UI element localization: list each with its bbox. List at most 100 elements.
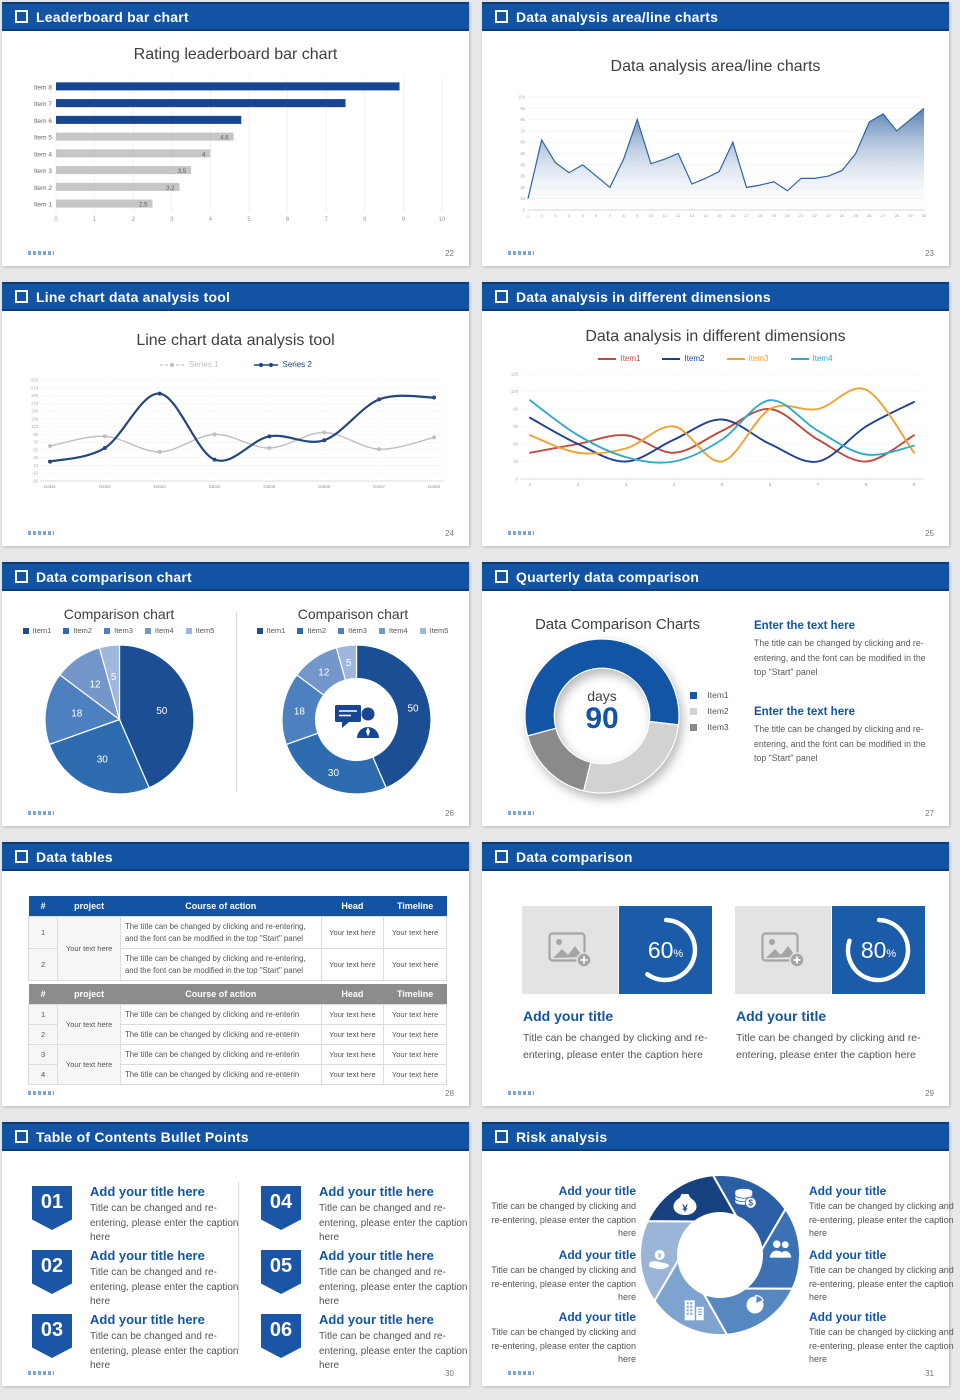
progress-percent: 80% <box>860 936 897 963</box>
legend-item1: Item1 <box>598 354 640 363</box>
project-table-blue: # project Course of action Head Timeline 1 You… <box>27 896 447 981</box>
slide-26-data-comparison-chart[interactable]: Data comparison chart Comparison chart C… <box>2 562 469 826</box>
risk-caption: Title can be changed by clicking and re-… <box>809 1201 954 1238</box>
svg-text:¥: ¥ <box>658 1253 662 1260</box>
footer-logo <box>28 1371 54 1375</box>
slide-24-line-chart-tool[interactable]: Line chart data analysis tool Line chart… <box>2 282 469 546</box>
toc-title: Add your title here <box>90 1312 205 1327</box>
risk-caption: Title can be changed by clicking and re-… <box>491 1265 636 1302</box>
svg-text:¥: ¥ <box>682 1204 688 1215</box>
svg-text:3: 3 <box>170 217 174 223</box>
svg-text:19: 19 <box>772 213 777 218</box>
text-block-heading: Enter the text here <box>754 706 855 718</box>
svg-text:30: 30 <box>328 768 340 779</box>
dotted-line-marker-icon <box>253 362 278 367</box>
progress-percent: 60% <box>647 936 684 963</box>
building-icon <box>684 1300 704 1321</box>
checkbox-icon <box>495 850 508 863</box>
svg-text:Item 1: Item 1 <box>34 202 52 209</box>
toc-caption: Title can be changed and re-entering, pl… <box>90 1203 239 1243</box>
svg-text:Item 4: Item 4 <box>34 151 52 158</box>
risk-title: Add your title <box>558 1184 636 1198</box>
svg-text:12: 12 <box>676 213 681 218</box>
slide-header-title: Quarterly data comparison <box>516 568 700 585</box>
footer-logo <box>28 251 54 255</box>
line-marker-icon <box>726 357 745 360</box>
svg-text:110: 110 <box>31 424 38 429</box>
svg-text:40: 40 <box>520 162 525 167</box>
risk-block: Add your title Title can be changed by cl… <box>488 1310 636 1367</box>
slide-25-multi-line-chart[interactable]: Data analysis in different dimensions Da… <box>482 282 949 546</box>
svg-text:10: 10 <box>33 463 38 468</box>
image-placeholder-icon <box>761 932 805 968</box>
risk-title: Add your title <box>809 1310 887 1324</box>
number-badge: 03 <box>32 1314 72 1358</box>
svg-text:17: 17 <box>744 213 749 218</box>
svg-text:Data3: Data3 <box>154 484 167 489</box>
legend-series-2: Series 2 <box>253 360 312 369</box>
svg-text:4.6: 4.6 <box>220 136 229 142</box>
svg-text:120: 120 <box>511 372 519 377</box>
legend-item3: Item3 <box>726 354 769 363</box>
progress-ring <box>845 917 911 983</box>
slide-22-leaderboard-bar-chart[interactable]: Leaderboard bar chart Rating leaderboard… <box>2 2 469 266</box>
slide-header: Quarterly data comparison <box>482 562 949 591</box>
slide-header: Leaderboard bar chart <box>2 2 469 31</box>
slide-header: Data tables <box>2 842 469 871</box>
presenter-icon <box>335 705 379 738</box>
svg-text:8: 8 <box>622 213 625 218</box>
svg-text:1: 1 <box>527 213 530 218</box>
chart-legend: Item1 Item2 Item3 Item4 <box>482 354 949 363</box>
footer-logo <box>508 1091 534 1095</box>
legend-item2: Item2 <box>662 354 705 363</box>
line-chart: 230 210 190 170 150 130 110 90 70 50 30 10 -10 -30 Dat… <box>31 378 444 489</box>
svg-text:80: 80 <box>513 407 518 412</box>
gauge-center-label: days <box>587 688 617 704</box>
text-block: Enter the text here The title can be cha… <box>754 706 938 766</box>
slide-header-title: Line chart data analysis tool <box>36 288 231 305</box>
page-number: 23 <box>925 249 934 258</box>
page-number: 27 <box>925 809 934 818</box>
svg-text:18: 18 <box>758 213 763 218</box>
svg-text:20: 20 <box>520 185 525 190</box>
checkbox-icon <box>495 10 508 23</box>
svg-text:7: 7 <box>817 482 820 487</box>
money-bag-icon: ¥ <box>673 1194 697 1216</box>
toc-title: Add your title here <box>319 1312 434 1327</box>
footer-logo <box>508 1371 534 1375</box>
slide-31-risk-analysis[interactable]: Risk analysis ¥ $ <box>482 1122 954 1386</box>
slide-header: Data analysis area/line charts <box>482 2 949 31</box>
svg-text:Data1: Data1 <box>44 484 57 489</box>
checkbox-icon <box>15 570 28 583</box>
svg-text:Data8: Data8 <box>428 484 441 489</box>
svg-text:-30: -30 <box>32 479 39 484</box>
svg-text:20: 20 <box>785 213 790 218</box>
svg-text:16: 16 <box>731 213 736 218</box>
svg-text:5: 5 <box>346 658 352 669</box>
svg-text:Item 8: Item 8 <box>34 84 52 91</box>
slide-header: Line chart data analysis tool <box>2 282 469 311</box>
slide-27-quarterly-comparison[interactable]: Quarterly data comparison Data Compariso… <box>482 562 949 826</box>
slide-29-data-comparison[interactable]: Data comparison 60% Add your title Title… <box>482 842 949 1106</box>
number-badge: 02 <box>32 1250 72 1294</box>
svg-text:Item 5: Item 5 <box>34 135 52 142</box>
slide-28-data-tables[interactable]: Data tables # project Course of action Head… <box>2 842 469 1106</box>
progress-ring <box>645 917 698 983</box>
slide-30-toc-bullets[interactable]: Table of Contents Bullet Points 01 Add y… <box>2 1122 469 1386</box>
donut-legend: Item1 Item2 Item3 Item4 Item5 <box>236 626 469 635</box>
risk-title: Add your title <box>809 1184 887 1198</box>
slide-23-area-line-chart[interactable]: Data analysis area/line charts Data anal… <box>482 2 949 266</box>
bar-chart: 0 1 2 3 4 5 6 7 8 9 10 Item 8 Item 7 Item 6 Item 5 4.6 I… <box>34 78 446 223</box>
svg-text:30: 30 <box>97 755 109 766</box>
gauge-center: days 90 <box>570 688 634 734</box>
svg-text:25: 25 <box>853 213 858 218</box>
text-block: Enter the text here The title can be cha… <box>754 620 938 680</box>
svg-text:130: 130 <box>31 416 39 421</box>
svg-text:5: 5 <box>721 482 724 487</box>
dashed-line-marker-icon <box>160 362 185 367</box>
svg-text:210: 210 <box>31 385 39 390</box>
divider <box>236 612 237 792</box>
chart-title: Line chart data analysis tool <box>136 332 335 349</box>
svg-text:50: 50 <box>33 447 38 452</box>
text-block-heading: Enter the text here <box>754 620 855 632</box>
